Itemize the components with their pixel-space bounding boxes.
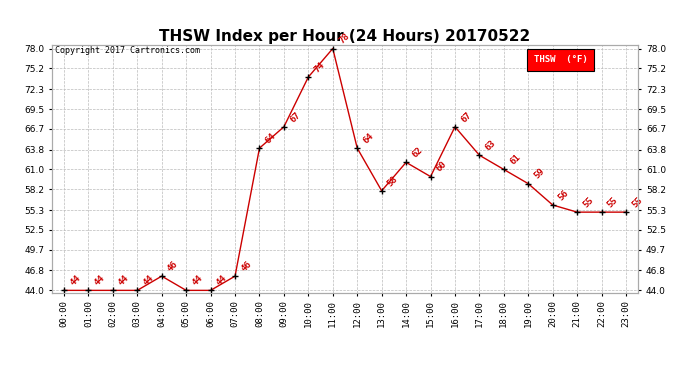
Text: 55: 55 — [606, 195, 620, 209]
Text: 67: 67 — [459, 110, 473, 124]
Text: 58: 58 — [386, 174, 400, 188]
Text: 55: 55 — [630, 195, 644, 209]
Text: 63: 63 — [484, 138, 497, 153]
Text: 64: 64 — [362, 131, 375, 146]
Text: 61: 61 — [508, 153, 522, 166]
Text: 44: 44 — [68, 274, 82, 288]
Text: 44: 44 — [190, 274, 204, 288]
Text: 44: 44 — [215, 274, 228, 288]
Text: 44: 44 — [141, 274, 155, 288]
Text: 46: 46 — [239, 260, 253, 273]
FancyBboxPatch shape — [527, 49, 594, 71]
Text: 44: 44 — [92, 274, 106, 288]
Text: 55: 55 — [581, 195, 595, 209]
Text: 59: 59 — [533, 167, 546, 181]
Text: 46: 46 — [166, 260, 180, 273]
Text: 64: 64 — [264, 131, 277, 146]
Text: 74: 74 — [313, 60, 326, 74]
Text: 56: 56 — [557, 188, 571, 202]
Text: 78: 78 — [337, 32, 351, 46]
Text: 67: 67 — [288, 110, 302, 124]
Title: THSW Index per Hour (24 Hours) 20170522: THSW Index per Hour (24 Hours) 20170522 — [159, 29, 531, 44]
Text: 44: 44 — [117, 274, 131, 288]
Text: THSW  (°F): THSW (°F) — [533, 56, 587, 64]
Text: 62: 62 — [411, 146, 424, 160]
Text: Copyright 2017 Cartronics.com: Copyright 2017 Cartronics.com — [55, 46, 199, 55]
Text: 60: 60 — [435, 160, 448, 174]
